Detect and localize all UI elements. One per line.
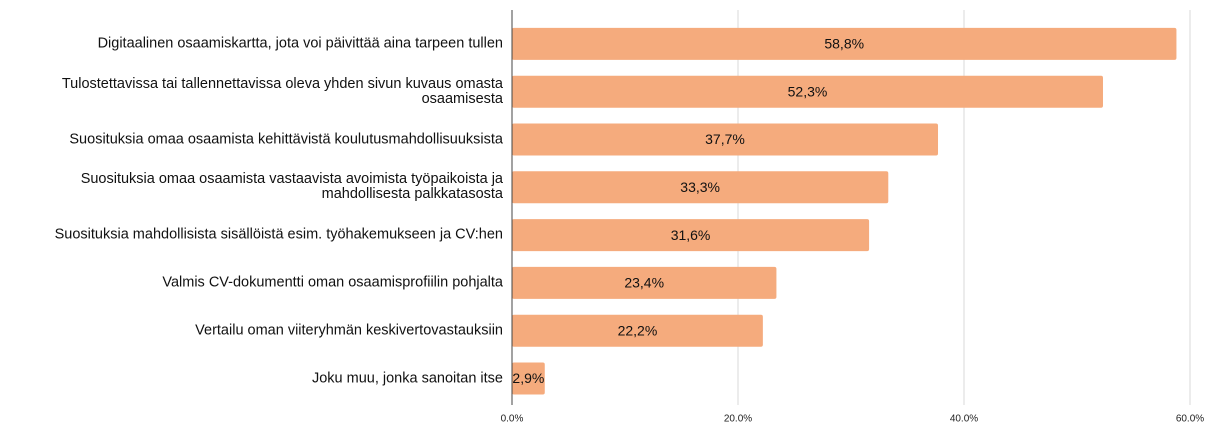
value-label: 2,9% xyxy=(512,370,544,386)
category-label: Tulostettavissa tai tallennettavissa ole… xyxy=(61,75,503,107)
value-label: 33,3% xyxy=(680,179,720,195)
value-label: 31,6% xyxy=(671,227,711,243)
value-label: 22,2% xyxy=(618,322,658,338)
category-label: Joku muu, jonka sanoitan itse xyxy=(311,370,503,386)
bar xyxy=(512,219,870,252)
bar xyxy=(512,171,889,204)
category-label: Suosituksia omaa osaamista vastaavista a… xyxy=(80,171,503,203)
bar xyxy=(512,266,777,299)
bar xyxy=(512,314,763,347)
x-tick-label: 60.0% xyxy=(1176,414,1204,425)
category-label: Digitaalinen osaamiskartta, jota voi päi… xyxy=(97,35,503,52)
x-tick-label: 20.0% xyxy=(724,414,752,425)
category-label: Vertailu oman viiteryhmän keskivertovast… xyxy=(195,322,503,339)
x-tick-label: 40.0% xyxy=(950,414,978,425)
value-label: 37,7% xyxy=(705,131,745,147)
category-label: Suosituksia mahdollisista sisällöistä es… xyxy=(54,226,503,243)
x-tick-label: 0.0% xyxy=(501,414,524,425)
bar xyxy=(512,75,1103,108)
bar xyxy=(512,362,545,395)
category-label: Valmis CV-dokumentti oman osaamisprofiil… xyxy=(162,274,503,291)
bar xyxy=(512,123,939,156)
category-label: Suosituksia omaa osaamista kehittävistä … xyxy=(69,131,503,147)
bar xyxy=(512,27,1177,60)
value-label: 58,8% xyxy=(824,36,864,52)
value-label: 23,4% xyxy=(624,275,664,291)
value-label: 52,3% xyxy=(788,83,828,99)
